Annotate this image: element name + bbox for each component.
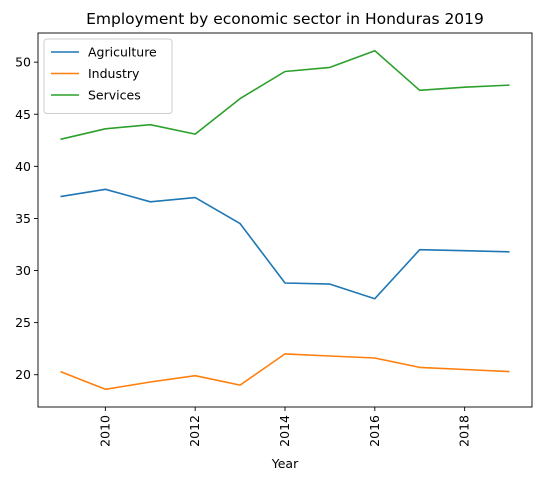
x-tick-label: 2010 xyxy=(97,415,112,447)
y-tick-label: 20 xyxy=(15,367,31,382)
x-tick-label: 2012 xyxy=(187,415,202,447)
x-tick-label: 2014 xyxy=(277,415,292,447)
legend-label-services: Services xyxy=(88,88,141,103)
x-tick-label: 2016 xyxy=(367,415,382,447)
legend: Agriculture Industry Services xyxy=(43,38,173,114)
y-axis: 20 25 30 35 40 45 50 xyxy=(15,55,38,382)
chart-title: Employment by economic sector in Hondura… xyxy=(86,10,484,28)
x-tick-label: 2018 xyxy=(457,415,472,447)
y-tick-label: 25 xyxy=(15,315,31,330)
series-line-agriculture xyxy=(60,188,510,300)
series-line-services xyxy=(60,49,510,141)
y-tick-label: 35 xyxy=(15,211,31,226)
y-tick-label: 50 xyxy=(15,55,31,70)
y-tick-label: 45 xyxy=(15,107,31,122)
legend-label-agriculture: Agriculture xyxy=(88,45,157,60)
series-line-industry xyxy=(60,353,510,391)
x-axis: 2010 2012 2014 2016 2018 xyxy=(97,407,472,447)
y-tick-label: 30 xyxy=(15,263,31,278)
y-tick-label: 40 xyxy=(15,159,31,174)
legend-label-industry: Industry xyxy=(88,66,140,81)
x-axis-label: Year xyxy=(271,456,299,471)
